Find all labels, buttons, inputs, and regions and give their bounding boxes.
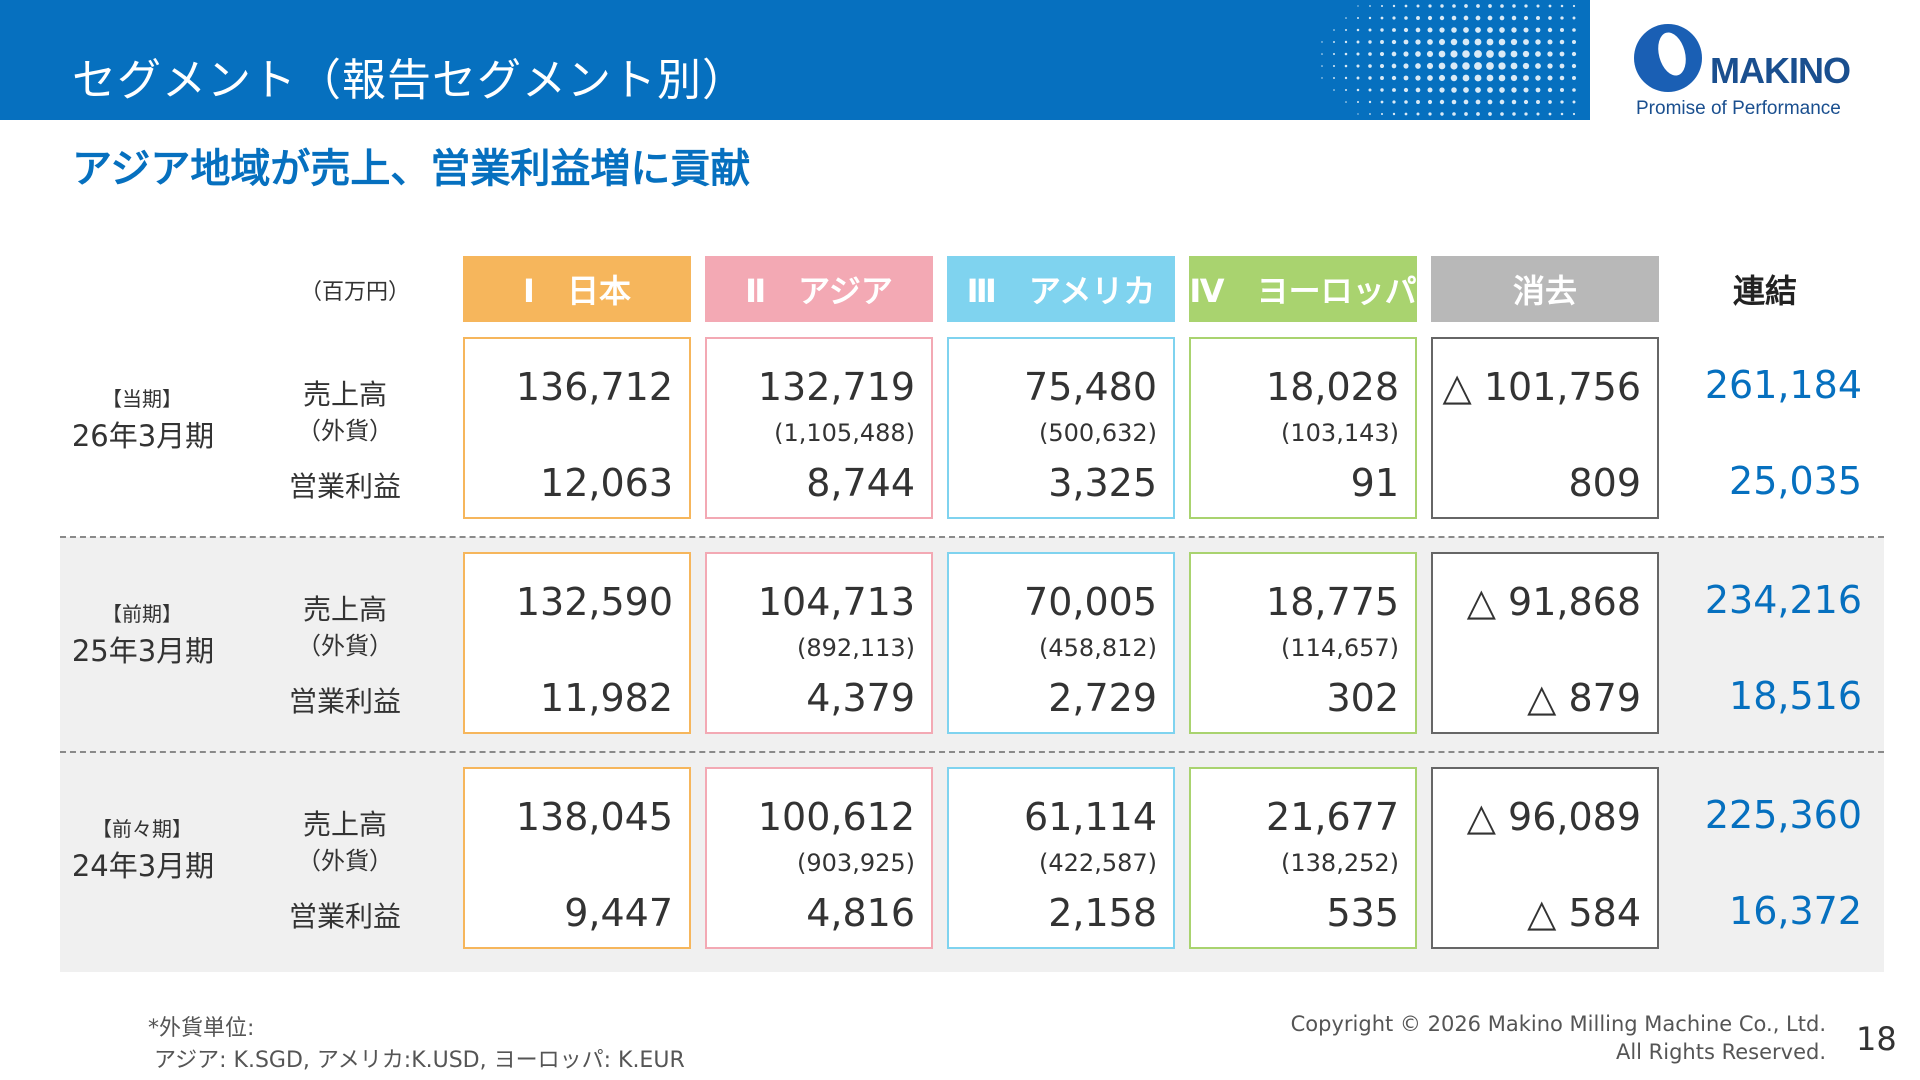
footnote-currency-units: アジア: K.SGD, アメリカ:K.USD, ヨーロッパ: K.EUR bbox=[154, 1048, 685, 1073]
sales-value: 61,114 bbox=[1024, 795, 1157, 839]
row-label-foreign-currency: （外貨） bbox=[297, 632, 393, 660]
row-separator bbox=[60, 751, 1884, 753]
dot-pattern-decoration bbox=[1321, 4, 1577, 116]
period-tag: 【前々期】 bbox=[92, 817, 192, 841]
footnote-title: *外貨単位: bbox=[148, 1016, 255, 1041]
segment-cell-asia: 104,713 (892,113) 4,379 bbox=[705, 552, 933, 734]
sales-value: 21,677 bbox=[1266, 795, 1399, 839]
period-tag: 【前期】 bbox=[102, 602, 182, 626]
consolidated-sales-value: 225,360 bbox=[1704, 793, 1862, 837]
unit-label: （百万円） bbox=[300, 280, 411, 305]
foreign-currency-value: (500,632) bbox=[1039, 419, 1157, 447]
consolidated-operating-income-value: 16,372 bbox=[1729, 889, 1862, 933]
row-label-foreign-currency: （外貨） bbox=[297, 847, 393, 875]
brand-tagline: Promise of Performance bbox=[1636, 98, 1841, 119]
foreign-currency-value: (103,143) bbox=[1281, 419, 1399, 447]
sales-value: 132,719 bbox=[757, 365, 915, 409]
foreign-currency-value: (138,252) bbox=[1281, 849, 1399, 877]
makino-logo: MAKINO Promise of Performance bbox=[1630, 14, 1860, 124]
header-band: セグメント（報告セグメント別） bbox=[0, 0, 1590, 120]
column-header-europe: Ⅳ ヨーロッパ bbox=[1189, 256, 1417, 322]
row-label-sales: 売上高 bbox=[302, 378, 387, 411]
copyright-line: Copyright © 2026 Makino Milling Machine … bbox=[1290, 1012, 1826, 1036]
segment-cell-japan: 138,045 9,447 bbox=[463, 767, 691, 949]
operating-income-value: 12,063 bbox=[540, 461, 673, 505]
operating-income-value: 8,744 bbox=[806, 461, 915, 505]
segment-cell-elimination: △ 101,756 809 bbox=[1431, 337, 1659, 519]
column-header-consolidated: 連結 bbox=[1732, 272, 1797, 310]
operating-income-value: 4,379 bbox=[806, 676, 915, 720]
rights-line: All Rights Reserved. bbox=[1615, 1040, 1826, 1064]
foreign-currency-value: (458,812) bbox=[1039, 634, 1157, 662]
sales-value: 100,612 bbox=[757, 795, 915, 839]
consolidated-operating-income-value: 18,516 bbox=[1729, 674, 1862, 718]
sales-value: 70,005 bbox=[1024, 580, 1157, 624]
row-label-sales: 売上高 bbox=[302, 808, 387, 841]
operating-income-value: 302 bbox=[1326, 676, 1399, 720]
sales-value: 75,480 bbox=[1024, 365, 1157, 409]
operating-income-value: △ 584 bbox=[1527, 891, 1641, 935]
sales-value: 132,590 bbox=[515, 580, 673, 624]
row-label-operating-income: 営業利益 bbox=[288, 685, 401, 718]
segment-cell-europe: 18,028 (103,143) 91 bbox=[1189, 337, 1417, 519]
segment-cell-asia: 132,719 (1,105,488) 8,744 bbox=[705, 337, 933, 519]
consolidated-sales-value: 234,216 bbox=[1704, 578, 1862, 622]
period-name: 25年3月期 bbox=[71, 634, 215, 668]
foreign-currency-value: (892,113) bbox=[797, 634, 915, 662]
foreign-currency-value: (1,105,488) bbox=[774, 419, 915, 447]
page-number: 18 bbox=[1856, 1020, 1897, 1058]
row-label-sales: 売上高 bbox=[302, 593, 387, 626]
segment-cell-asia: 100,612 (903,925) 4,816 bbox=[705, 767, 933, 949]
segment-cell-elimination: △ 91,868 △ 879 bbox=[1431, 552, 1659, 734]
period-name: 24年3月期 bbox=[71, 849, 215, 883]
segment-cell-japan: 132,590 11,982 bbox=[463, 552, 691, 734]
column-header-japan: Ⅰ 日本 bbox=[463, 256, 691, 322]
operating-income-value: △ 879 bbox=[1527, 676, 1641, 720]
row-separator bbox=[60, 536, 1884, 538]
segment-cell-elimination: △ 96,089 △ 584 bbox=[1431, 767, 1659, 949]
period-tag: 【当期】 bbox=[102, 387, 182, 411]
sales-value: 104,713 bbox=[757, 580, 915, 624]
row-label-operating-income: 営業利益 bbox=[288, 900, 401, 933]
sales-value: 138,045 bbox=[515, 795, 673, 839]
operating-income-value: 11,982 bbox=[540, 676, 673, 720]
column-header-elimination: 消去 bbox=[1431, 256, 1659, 322]
sales-value: 18,775 bbox=[1266, 580, 1399, 624]
segment-cell-america: 61,114 (422,587) 2,158 bbox=[947, 767, 1175, 949]
period-name: 26年3月期 bbox=[71, 419, 215, 453]
operating-income-value: 9,447 bbox=[564, 891, 673, 935]
operating-income-value: 91 bbox=[1350, 461, 1399, 505]
sales-value: 18,028 bbox=[1266, 365, 1399, 409]
segment-cell-japan: 136,712 12,063 bbox=[463, 337, 691, 519]
consolidated-operating-income-value: 25,035 bbox=[1729, 459, 1862, 503]
foreign-currency-value: (903,925) bbox=[797, 849, 915, 877]
segment-cell-europe: 21,677 (138,252) 535 bbox=[1189, 767, 1417, 949]
segment-cell-america: 70,005 (458,812) 2,729 bbox=[947, 552, 1175, 734]
slide-subtitle: アジア地域が売上、営業利益増に貢献 bbox=[72, 146, 751, 192]
operating-income-value: 2,158 bbox=[1048, 891, 1157, 935]
operating-income-value: 4,816 bbox=[806, 891, 915, 935]
foreign-currency-value: (114,657) bbox=[1281, 634, 1399, 662]
consolidated-sales-value: 261,184 bbox=[1704, 363, 1862, 407]
sales-value: △ 96,089 bbox=[1466, 795, 1641, 839]
slide-title: セグメント（報告セグメント別） bbox=[72, 55, 747, 106]
operating-income-value: 809 bbox=[1568, 461, 1641, 505]
operating-income-value: 3,325 bbox=[1048, 461, 1157, 505]
column-header-america: Ⅲ アメリカ bbox=[947, 256, 1175, 322]
sales-value: △ 91,868 bbox=[1466, 580, 1641, 624]
segment-cell-europe: 18,775 (114,657) 302 bbox=[1189, 552, 1417, 734]
makino-emblem-icon bbox=[1634, 24, 1702, 92]
operating-income-value: 535 bbox=[1326, 891, 1399, 935]
row-label-foreign-currency: （外貨） bbox=[297, 417, 393, 445]
operating-income-value: 2,729 bbox=[1048, 676, 1157, 720]
sales-value: 136,712 bbox=[515, 365, 673, 409]
brand-name: MAKINO bbox=[1710, 50, 1851, 91]
foreign-currency-value: (422,587) bbox=[1039, 849, 1157, 877]
row-label-operating-income: 営業利益 bbox=[288, 470, 401, 503]
segment-cell-america: 75,480 (500,632) 3,325 bbox=[947, 337, 1175, 519]
sales-value: △ 101,756 bbox=[1442, 365, 1641, 409]
column-header-asia: Ⅱ アジア bbox=[705, 256, 933, 322]
